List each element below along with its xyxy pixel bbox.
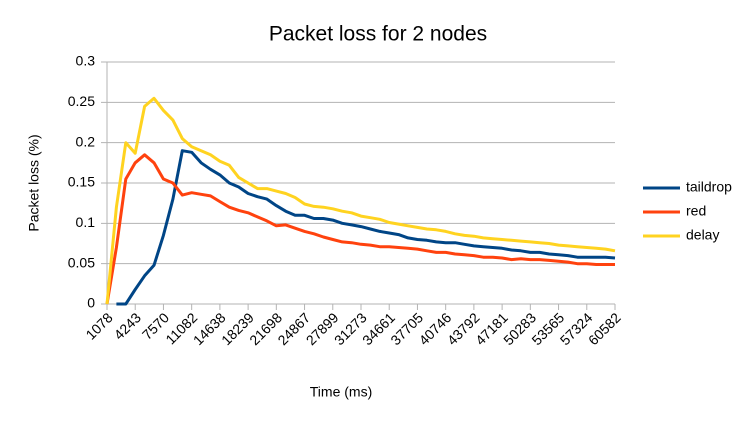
legend-label: taildrop [686,179,732,195]
y-tick-label: 0 [87,295,95,311]
series-line [105,96,616,305]
y-tick-label: 0.05 [68,254,95,270]
series-line [105,153,615,305]
y-tick-label: 0.15 [68,174,95,190]
x-axis-label: Time (ms) [310,384,372,400]
x-tick-label: 1078 [82,309,115,342]
y-tick-label: 0.2 [76,133,96,149]
y-tick-label: 0.1 [76,214,96,230]
y-tick-label: 0.25 [68,93,95,109]
legend-label: delay [686,227,719,243]
x-tick-label: 60582 [585,309,624,348]
x-tick-label: 4243 [111,309,144,342]
chart-title: Packet loss for 2 nodes [269,23,487,46]
series-line [116,149,616,306]
y-tick-label: 0.3 [76,53,96,69]
legend-label: red [686,203,706,219]
y-axis-label: Packet loss (%) [26,134,42,231]
